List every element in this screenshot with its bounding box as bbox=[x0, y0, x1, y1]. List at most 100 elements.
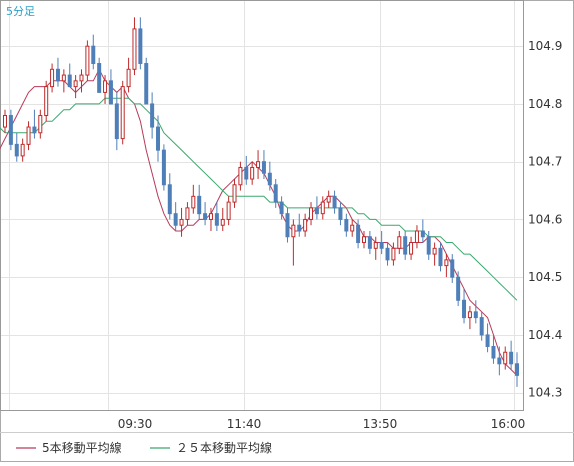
candle-body bbox=[132, 28, 137, 70]
y-tick-label: 104.8 bbox=[528, 97, 562, 111]
candle bbox=[444, 254, 449, 278]
candle-body bbox=[167, 184, 172, 215]
candle-body bbox=[120, 86, 125, 140]
candle bbox=[361, 230, 366, 249]
candle-body bbox=[297, 224, 302, 232]
candle-body bbox=[138, 28, 143, 65]
candle bbox=[38, 109, 43, 139]
candle bbox=[161, 144, 166, 191]
candle-body bbox=[462, 299, 467, 319]
y-axis-ticks: 104.3 104.4 104.5 104.6 104.7 104.8 104.9 bbox=[528, 39, 562, 399]
candle-body bbox=[55, 68, 60, 82]
candle-body bbox=[397, 236, 402, 249]
legend-ma5-label: 5本移動平均線 bbox=[42, 440, 122, 455]
y-tick-label: 104.9 bbox=[528, 39, 562, 53]
plot-frame bbox=[0, 0, 524, 411]
candle bbox=[203, 202, 208, 226]
candle-body bbox=[338, 207, 343, 220]
candle bbox=[320, 196, 325, 220]
candle bbox=[67, 63, 72, 88]
candle bbox=[326, 190, 331, 208]
candle bbox=[103, 75, 108, 104]
candle-body bbox=[403, 236, 408, 255]
x-axis-ticks: 09:30 11:40 13:50 16:00 bbox=[118, 417, 526, 431]
candle-body bbox=[73, 80, 78, 88]
legend: 5本移動平均線 ２５本移動平均線 bbox=[16, 440, 272, 455]
candle bbox=[485, 323, 490, 353]
candle bbox=[214, 202, 219, 231]
candle bbox=[356, 219, 361, 249]
candle bbox=[297, 213, 302, 237]
candle bbox=[32, 109, 37, 139]
candle-body bbox=[438, 247, 443, 267]
candle-body bbox=[450, 259, 455, 278]
candle bbox=[108, 69, 113, 105]
candle-body bbox=[356, 224, 361, 244]
candle-body bbox=[497, 357, 502, 365]
candle-body bbox=[361, 236, 366, 244]
candle-body bbox=[14, 143, 19, 157]
candle bbox=[291, 219, 296, 266]
candle bbox=[467, 306, 472, 330]
candle-body bbox=[126, 68, 131, 88]
candle bbox=[338, 202, 343, 226]
x-tick-label: 11:40 bbox=[227, 417, 262, 431]
candle bbox=[397, 230, 402, 255]
candle-body bbox=[114, 103, 119, 140]
candle bbox=[85, 40, 90, 81]
candle-body bbox=[409, 242, 414, 255]
y-tick-label: 104.6 bbox=[528, 212, 562, 226]
candle-body bbox=[67, 74, 72, 88]
candle bbox=[20, 138, 25, 162]
candle-body bbox=[314, 207, 319, 215]
candle-body bbox=[279, 201, 284, 215]
candle bbox=[50, 63, 55, 93]
candle-body bbox=[61, 74, 66, 82]
candle-body bbox=[503, 351, 508, 365]
candle-body bbox=[232, 184, 237, 203]
candle-body bbox=[491, 345, 496, 359]
candle-body bbox=[197, 195, 202, 215]
candle bbox=[273, 179, 278, 208]
candle-body bbox=[108, 80, 113, 105]
candle-body bbox=[267, 172, 272, 186]
candle bbox=[285, 207, 290, 243]
candle-body bbox=[479, 317, 484, 336]
y-tick-label: 104.7 bbox=[528, 155, 562, 169]
candle-body bbox=[32, 126, 37, 134]
candle bbox=[332, 190, 337, 214]
candle bbox=[261, 150, 266, 180]
candle bbox=[267, 161, 272, 191]
y-tick-label: 104.3 bbox=[528, 386, 562, 400]
candle-body bbox=[161, 149, 166, 186]
candle-body bbox=[250, 166, 255, 180]
y-tick-label: 104.5 bbox=[528, 270, 562, 284]
legend-ma25-label: ２５本移動平均線 bbox=[176, 440, 272, 455]
candle-body bbox=[515, 363, 519, 376]
candle-body bbox=[320, 201, 325, 215]
candle-body bbox=[79, 74, 84, 82]
candle bbox=[509, 340, 514, 370]
candle bbox=[73, 75, 78, 99]
candle bbox=[515, 352, 519, 387]
candle bbox=[503, 346, 508, 370]
candle-body bbox=[332, 195, 337, 209]
candle bbox=[179, 207, 184, 237]
candle bbox=[226, 196, 231, 226]
candle-body bbox=[444, 259, 449, 267]
candle bbox=[403, 230, 408, 260]
candle bbox=[138, 17, 143, 70]
timeframe-label: 5分足 bbox=[6, 5, 35, 18]
candle bbox=[420, 219, 425, 243]
candle-body bbox=[226, 201, 231, 220]
candle bbox=[91, 34, 96, 70]
candle-body bbox=[309, 207, 314, 220]
candle-body bbox=[467, 311, 472, 319]
candle bbox=[232, 179, 237, 208]
candle bbox=[373, 236, 378, 260]
candle-body bbox=[391, 247, 396, 261]
candle bbox=[379, 230, 384, 255]
candle bbox=[150, 92, 155, 139]
candle-body bbox=[156, 126, 161, 151]
